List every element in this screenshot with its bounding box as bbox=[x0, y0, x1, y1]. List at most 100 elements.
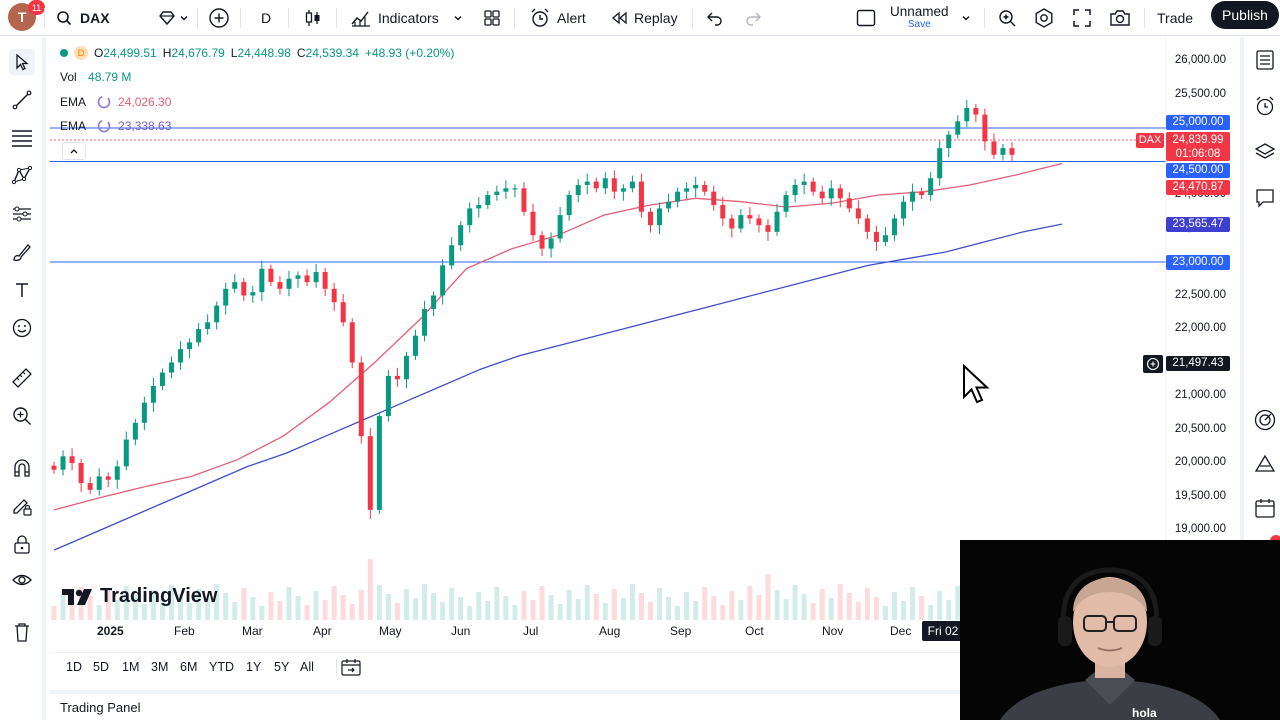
interval-button[interactable]: D bbox=[261, 0, 271, 36]
undo-button[interactable] bbox=[706, 0, 724, 36]
pattern-tool[interactable] bbox=[9, 163, 35, 189]
emoji-tool[interactable] bbox=[9, 315, 35, 341]
volume-bar bbox=[584, 585, 590, 620]
change-value: +48.93 (+0.20%) bbox=[364, 46, 455, 60]
watchlist-button[interactable] bbox=[1252, 47, 1278, 73]
trend-line-icon bbox=[12, 90, 32, 110]
brush-tool[interactable] bbox=[9, 239, 35, 265]
volume-bar bbox=[87, 596, 93, 620]
range-button-5d[interactable]: 5D bbox=[93, 660, 109, 674]
alert-button[interactable]: Alert bbox=[529, 0, 586, 36]
indicators-button[interactable]: Indicators bbox=[350, 0, 463, 36]
range-button-6m[interactable]: 6M bbox=[180, 660, 198, 674]
diamond-icon bbox=[159, 11, 175, 26]
candle-body bbox=[982, 114, 988, 142]
range-button-1y[interactable]: 1Y bbox=[246, 660, 262, 674]
remove-drawings-tool[interactable] bbox=[9, 619, 35, 645]
ema-legend-2[interactable]: EMA 23,338.63 bbox=[60, 118, 171, 134]
range-button-3m[interactable]: 3M bbox=[151, 660, 169, 674]
add-symbol-button[interactable] bbox=[208, 0, 230, 36]
symbol-search-button[interactable]: DAX bbox=[56, 0, 146, 36]
layout-checkbox[interactable] bbox=[856, 0, 876, 36]
range-button-1d[interactable]: 1D bbox=[66, 660, 82, 674]
candle-body bbox=[955, 121, 961, 135]
volume-bar bbox=[250, 597, 256, 620]
time-axis-label: Jul bbox=[523, 624, 539, 638]
candle-body bbox=[548, 238, 554, 249]
candle-body bbox=[385, 375, 391, 417]
templates-button[interactable] bbox=[483, 0, 501, 36]
goto-date-button[interactable] bbox=[340, 657, 362, 682]
volume-bar bbox=[801, 594, 807, 620]
add-alert-plus-button[interactable] bbox=[1143, 355, 1163, 373]
projection-tool[interactable] bbox=[9, 201, 35, 227]
trade-button[interactable]: Trade bbox=[1157, 0, 1193, 36]
range-button-all[interactable]: All bbox=[300, 660, 314, 674]
ruler-icon bbox=[12, 368, 32, 388]
volume-bar bbox=[485, 601, 491, 620]
publish-button[interactable]: Publish bbox=[1211, 1, 1279, 29]
volume-bar bbox=[385, 594, 391, 620]
volume-legend[interactable]: Vol 48.79 M bbox=[60, 70, 131, 84]
candle-body bbox=[69, 456, 75, 463]
streams-button[interactable] bbox=[1252, 451, 1278, 477]
candles bbox=[51, 99, 1015, 519]
range-button-ytd[interactable]: YTD bbox=[209, 660, 234, 674]
layout-dropdown[interactable] bbox=[961, 0, 971, 36]
gear-icon bbox=[1035, 8, 1053, 28]
range-button-1m[interactable]: 1M bbox=[122, 660, 140, 674]
candle-body bbox=[349, 322, 355, 363]
chart-type-button[interactable] bbox=[304, 0, 322, 36]
volume-bar bbox=[141, 604, 147, 620]
candle-body bbox=[675, 191, 681, 202]
collapse-legend-button[interactable] bbox=[62, 142, 86, 160]
object-tree-button[interactable] bbox=[1252, 139, 1278, 165]
ideas-button[interactable] bbox=[1252, 407, 1278, 433]
candle-body bbox=[150, 385, 156, 403]
trend-line-tool[interactable] bbox=[9, 87, 35, 113]
drawing-mode-tool[interactable] bbox=[9, 493, 35, 519]
volume-bar bbox=[792, 585, 798, 620]
chat-button[interactable] bbox=[1252, 185, 1278, 211]
cursor-tool[interactable] bbox=[9, 49, 35, 75]
alerts-panel-button[interactable] bbox=[1252, 93, 1278, 119]
candle-body bbox=[476, 205, 482, 209]
redo-button[interactable] bbox=[744, 0, 762, 36]
text-tool[interactable] bbox=[9, 277, 35, 303]
candle-body bbox=[828, 188, 834, 199]
settings-button[interactable] bbox=[1033, 0, 1055, 36]
volume-bar bbox=[783, 599, 789, 620]
calendar-button[interactable] bbox=[1252, 495, 1278, 521]
range-button-5y[interactable]: 5Y bbox=[274, 660, 290, 674]
quick-search-button[interactable] bbox=[996, 0, 1018, 36]
volume-bar bbox=[394, 603, 400, 620]
fullscreen-button[interactable] bbox=[1072, 0, 1092, 36]
candle-body bbox=[611, 178, 617, 192]
camera-icon bbox=[1110, 10, 1130, 26]
candle-body bbox=[620, 188, 626, 192]
replay-button[interactable]: Replay bbox=[610, 0, 678, 36]
volume-bar bbox=[422, 584, 428, 620]
ema-legend-1[interactable]: EMA 24,026.30 bbox=[60, 94, 171, 110]
compare-dropdown[interactable] bbox=[158, 0, 189, 36]
lock-tool[interactable] bbox=[9, 531, 35, 557]
visibility-tool[interactable] bbox=[9, 567, 35, 593]
layout-name-button[interactable]: Unnamed Save bbox=[890, 0, 949, 36]
snapshot-button[interactable] bbox=[1109, 0, 1131, 36]
volume-bar bbox=[96, 605, 102, 620]
candle-body bbox=[711, 191, 717, 206]
magnet-tool[interactable] bbox=[9, 455, 35, 481]
divider bbox=[692, 8, 693, 28]
chevron-down-icon bbox=[962, 16, 970, 21]
trading-panel-bar[interactable]: Trading Panel bbox=[50, 690, 1236, 720]
volume-bar bbox=[376, 585, 382, 620]
avatar-letter: T bbox=[17, 9, 27, 25]
candle-body bbox=[521, 188, 527, 212]
volume-bar bbox=[159, 599, 165, 620]
measure-tool[interactable] bbox=[9, 365, 35, 391]
fib-tool[interactable] bbox=[9, 125, 35, 151]
layout-name: Unnamed bbox=[890, 4, 949, 19]
chat-icon bbox=[1256, 189, 1274, 208]
zoom-tool[interactable] bbox=[9, 403, 35, 429]
volume-bar bbox=[431, 593, 437, 620]
